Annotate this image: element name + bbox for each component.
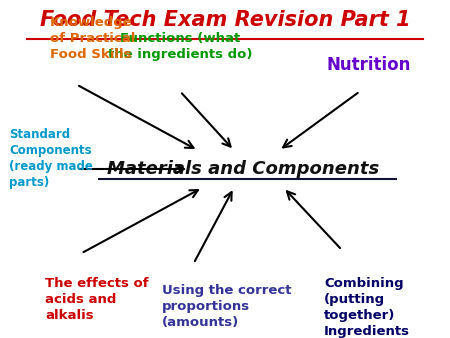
- Text: Food Tech Exam Revision Part 1: Food Tech Exam Revision Part 1: [40, 10, 410, 30]
- Text: Knowledge
of Practical
Food Skills: Knowledge of Practical Food Skills: [50, 16, 135, 61]
- Text: Functions (what
the ingredients do): Functions (what the ingredients do): [108, 32, 252, 61]
- Text: Standard
Components
(ready made
parts): Standard Components (ready made parts): [9, 128, 93, 189]
- Text: The effects of
acids and
alkalis: The effects of acids and alkalis: [45, 277, 148, 322]
- Text: Nutrition: Nutrition: [327, 56, 411, 74]
- Text: Combining
(putting
together)
Ingredients: Combining (putting together) Ingredients: [324, 277, 410, 338]
- Text: Using the correct
proportions
(amounts): Using the correct proportions (amounts): [162, 284, 292, 329]
- Text: Materials and Components: Materials and Components: [107, 160, 379, 178]
